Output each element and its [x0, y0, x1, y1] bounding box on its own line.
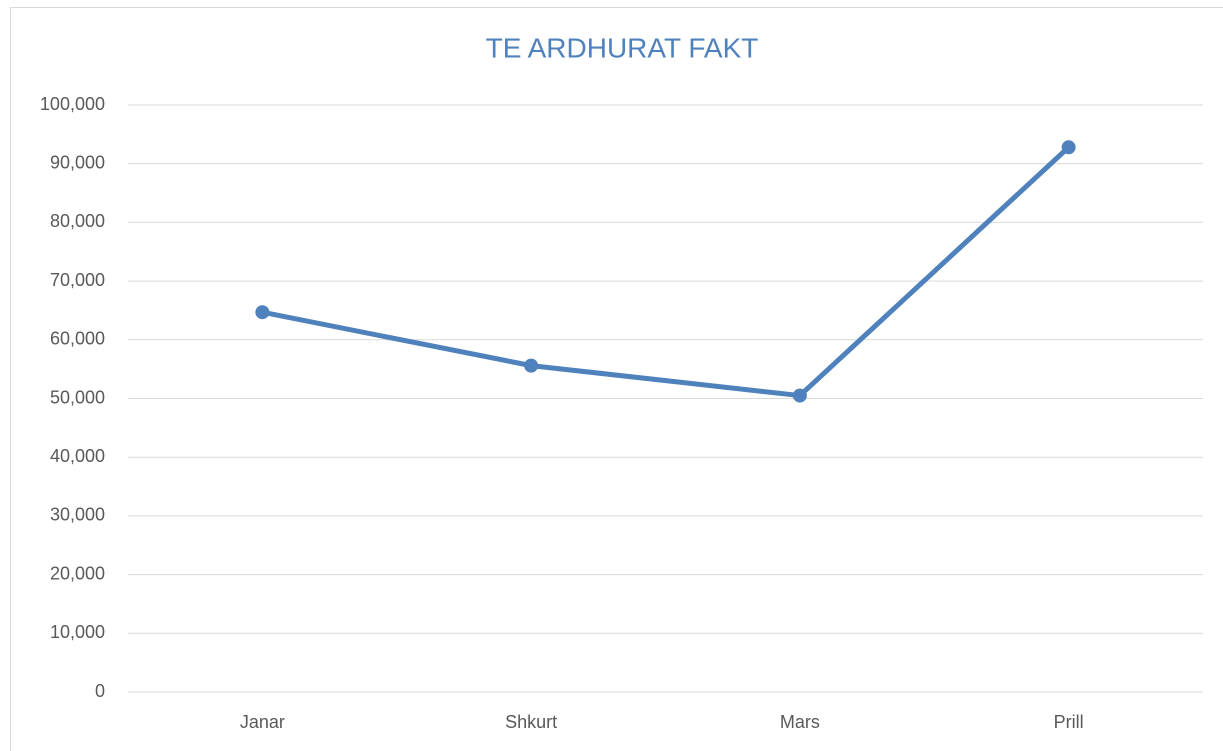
y-tick-label: 0 [95, 681, 105, 701]
x-tick-label: Janar [240, 712, 285, 732]
line [259, 144, 1072, 399]
chart-border [10, 7, 1223, 751]
y-tick-label: 70,000 [50, 270, 105, 290]
point [524, 358, 539, 373]
point [255, 305, 270, 320]
y-tick-label: 60,000 [50, 329, 105, 349]
y-tick-label: 100,000 [40, 94, 105, 114]
point [1061, 140, 1076, 155]
y-tick-label: 90,000 [50, 152, 105, 172]
x-tick-label: Mars [780, 712, 820, 732]
point [792, 388, 807, 403]
y-tick-label: 20,000 [50, 563, 105, 583]
y-tick-label: 10,000 [50, 622, 105, 642]
y-tick-label: 40,000 [50, 446, 105, 466]
y-tick-label: 50,000 [50, 387, 105, 407]
x-tick-label: Prill [1054, 712, 1084, 732]
chart-title: TE ARDHURAT FAKT [486, 32, 759, 63]
x-tick-label: Shkurt [505, 712, 557, 732]
y-tick-label: 80,000 [50, 211, 105, 231]
y-tick-label: 30,000 [50, 505, 105, 525]
